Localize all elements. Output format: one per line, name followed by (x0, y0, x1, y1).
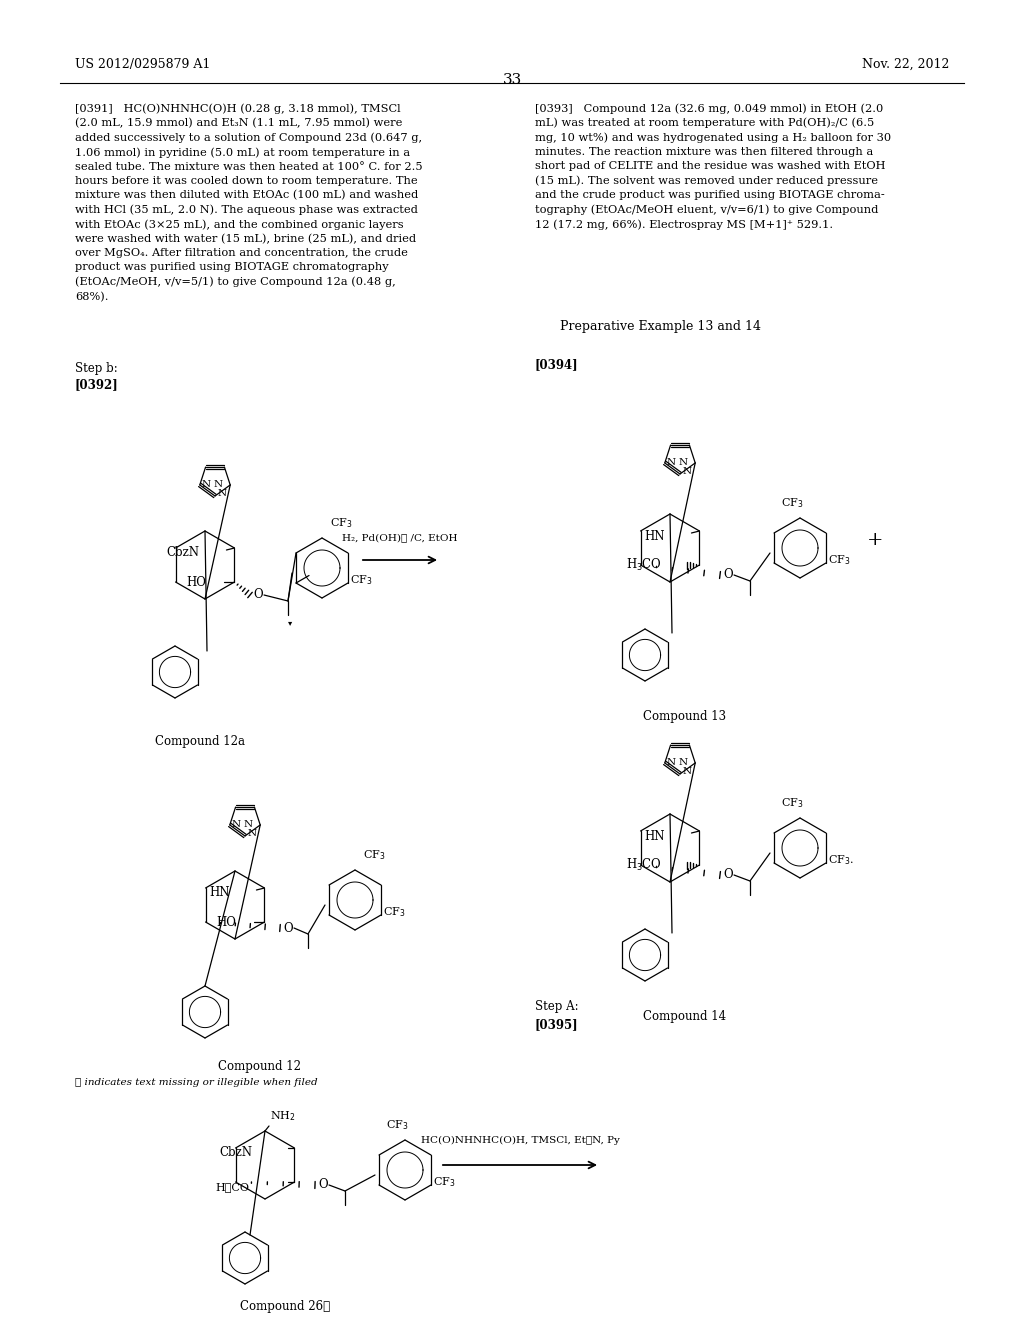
Text: N: N (243, 821, 252, 829)
Text: H$_3$CO: H$_3$CO (626, 857, 662, 873)
Text: N: N (231, 821, 241, 829)
Text: HN: HN (209, 887, 229, 899)
Text: N: N (678, 759, 687, 767)
Text: Compound 14: Compound 14 (643, 1010, 727, 1023)
Text: O: O (318, 1179, 328, 1192)
Text: +: + (866, 531, 884, 549)
Text: H$_3$CO: H$_3$CO (626, 557, 662, 573)
Text: CF$_3$: CF$_3$ (780, 796, 803, 810)
Text: CF$_3$: CF$_3$ (780, 496, 803, 510)
Text: ⓡ indicates text missing or illegible when filed: ⓡ indicates text missing or illegible wh… (75, 1078, 317, 1086)
Text: NH$_2$: NH$_2$ (270, 1109, 296, 1123)
Text: N: N (248, 829, 257, 838)
Text: CbzN: CbzN (167, 546, 200, 560)
Text: CF$_3$: CF$_3$ (386, 1118, 409, 1133)
Text: Step A:: Step A: (535, 1001, 579, 1012)
Text: 33: 33 (503, 73, 521, 87)
Text: [0392]: [0392] (75, 378, 119, 391)
Text: Nov. 22, 2012: Nov. 22, 2012 (861, 58, 949, 71)
Text: O: O (284, 921, 293, 935)
Text: O: O (723, 869, 733, 882)
Text: CF$_3$: CF$_3$ (330, 516, 352, 531)
Text: HN: HN (644, 829, 665, 842)
Text: HN: HN (644, 529, 665, 543)
Text: N: N (667, 458, 676, 467)
Text: ▾: ▾ (288, 619, 292, 627)
Text: Compound 12a: Compound 12a (155, 735, 245, 748)
Text: CF$_3$: CF$_3$ (350, 573, 373, 587)
Text: [0393]   Compound 12a (32.6 mg, 0.049 mmol) in EtOH (2.0
mL) was treated at room: [0393] Compound 12a (32.6 mg, 0.049 mmol… (535, 103, 891, 230)
Text: US 2012/0295879 A1: US 2012/0295879 A1 (75, 58, 210, 71)
Text: CF$_3$: CF$_3$ (362, 849, 386, 862)
Text: HC(O)NHNHC(O)H, TMSCl, EtⓡN, Py: HC(O)NHNHC(O)H, TMSCl, EtⓡN, Py (421, 1137, 620, 1144)
Text: Compound 13: Compound 13 (643, 710, 727, 723)
Text: CF$_3$: CF$_3$ (433, 1175, 456, 1189)
Text: HO: HO (216, 916, 237, 928)
Text: CF$_3$.: CF$_3$. (828, 853, 854, 867)
Text: Preparative Example 13 and 14: Preparative Example 13 and 14 (559, 319, 761, 333)
Text: N: N (683, 467, 692, 477)
Text: [0391]   HC(O)NHNHC(O)H (0.28 g, 3.18 mmol), TMSCl
(2.0 mL, 15.9 mmol) and Et₃N : [0391] HC(O)NHNHC(O)H (0.28 g, 3.18 mmol… (75, 103, 423, 302)
Text: N: N (202, 480, 211, 490)
Text: CF$_3$: CF$_3$ (383, 906, 406, 919)
Text: [0395]: [0395] (535, 1018, 579, 1031)
Text: [0394]: [0394] (535, 358, 579, 371)
Text: H₂, Pd(OH)ⓡ /C, EtOH: H₂, Pd(OH)ⓡ /C, EtOH (342, 533, 458, 543)
Text: O: O (253, 589, 263, 602)
Text: HⓡCO: HⓡCO (215, 1181, 250, 1192)
Text: HO: HO (186, 576, 207, 589)
Text: Compound 12: Compound 12 (218, 1060, 301, 1073)
Text: N: N (667, 759, 676, 767)
Text: Step b:: Step b: (75, 362, 118, 375)
Text: CF$_3$: CF$_3$ (828, 553, 851, 566)
Text: N: N (218, 488, 227, 498)
Text: N: N (678, 458, 687, 467)
Text: O: O (723, 569, 733, 582)
Text: N: N (213, 480, 222, 490)
Text: CbzN: CbzN (219, 1147, 253, 1159)
Text: Compound 26ⓡ: Compound 26ⓡ (240, 1300, 330, 1313)
Text: N: N (683, 767, 692, 776)
